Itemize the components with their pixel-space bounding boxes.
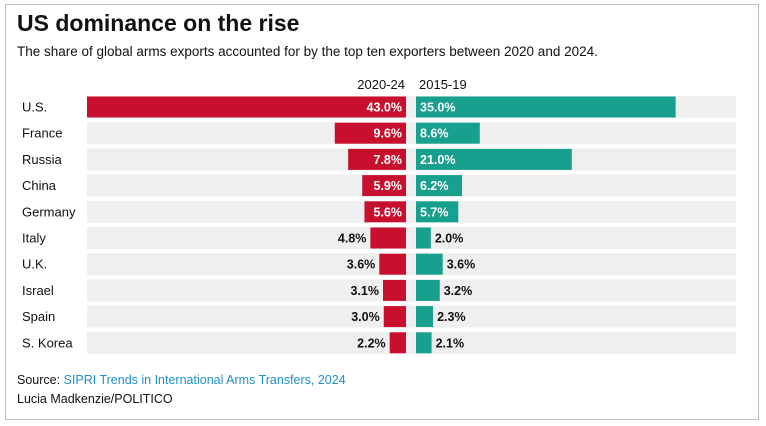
value-label-2015-19: 6.2% [420, 179, 449, 193]
value-label-2020-24: 3.1% [351, 284, 380, 298]
value-label-2020-24: 2.2% [357, 336, 386, 350]
category-label: U.K. [22, 257, 47, 272]
value-label-2015-19: 2.0% [435, 232, 464, 246]
value-label-2015-19: 3.2% [444, 284, 473, 298]
row-background [87, 200, 736, 223]
bar-2020-24 [87, 96, 406, 118]
value-label-2015-19: 8.6% [420, 127, 449, 141]
credit-line: Lucia Madkenzie/POLITICO [17, 392, 173, 406]
bar-2015-19 [416, 96, 676, 118]
bar-2020-24 [383, 306, 406, 328]
bar-2015-19 [416, 253, 443, 275]
bar-2020-24 [379, 253, 406, 275]
source-line: Source: SIPRI Trends in International Ar… [17, 373, 346, 387]
category-label: U.S. [22, 100, 47, 115]
row-background [87, 148, 736, 171]
bar-2020-24 [362, 175, 406, 197]
value-label-2020-24: 43.0% [367, 101, 402, 115]
row-background [87, 305, 736, 328]
category-label: Italy [22, 231, 46, 246]
chart-title: US dominance on the rise [17, 10, 300, 36]
chart-subtitle: The share of global arms exports account… [17, 44, 598, 59]
category-label: Spain [22, 309, 55, 324]
row-background [87, 227, 736, 249]
bar-2015-19 [416, 148, 572, 170]
value-label-2015-19: 2.3% [437, 310, 466, 324]
bar-2020-24 [364, 201, 406, 223]
value-label-2020-24: 4.8% [338, 232, 367, 246]
bar-2015-19 [416, 201, 459, 223]
category-label: China [22, 178, 57, 193]
source-prefix: Source: [17, 373, 64, 387]
bar-2015-19 [416, 332, 432, 354]
value-label-2015-19: 35.0% [420, 101, 455, 115]
category-label: Russia [22, 152, 63, 167]
bar-2020-24 [334, 122, 406, 144]
bar-2020-24 [389, 332, 406, 354]
value-label-2015-19: 3.6% [447, 258, 476, 272]
category-label: France [22, 126, 62, 141]
value-label-2020-24: 9.6% [374, 127, 403, 141]
series-header-2015-19: 2015-19 [419, 77, 467, 92]
category-label: Israel [22, 283, 54, 298]
value-label-2020-24: 5.9% [374, 179, 403, 193]
bar-2015-19 [416, 175, 462, 197]
bar-2020-24 [348, 148, 406, 170]
category-label: S. Korea [22, 335, 73, 350]
series-header-2020-24: 2020-24 [357, 77, 405, 92]
value-label-2020-24: 7.8% [374, 153, 403, 167]
row-background [87, 253, 736, 276]
row-background [87, 279, 736, 302]
value-label-2020-24: 5.6% [374, 205, 403, 219]
bar-2015-19 [416, 227, 431, 249]
value-label-2015-19: 2.1% [436, 336, 465, 350]
category-label: Germany [22, 204, 76, 219]
bar-2015-19 [416, 279, 440, 301]
value-label-2015-19: 21.0% [420, 153, 455, 167]
bar-2015-19 [416, 306, 434, 328]
value-label-2015-19: 5.7% [420, 205, 449, 219]
row-background [87, 122, 736, 145]
bar-2020-24 [383, 279, 406, 301]
value-label-2020-24: 3.0% [351, 310, 380, 324]
bar-2015-19 [416, 122, 480, 144]
row-background [87, 331, 736, 354]
value-label-2020-24: 3.6% [347, 258, 376, 272]
source-link[interactable]: SIPRI Trends in International Arms Trans… [63, 373, 346, 387]
row-background [87, 174, 736, 197]
bar-2020-24 [370, 227, 406, 249]
